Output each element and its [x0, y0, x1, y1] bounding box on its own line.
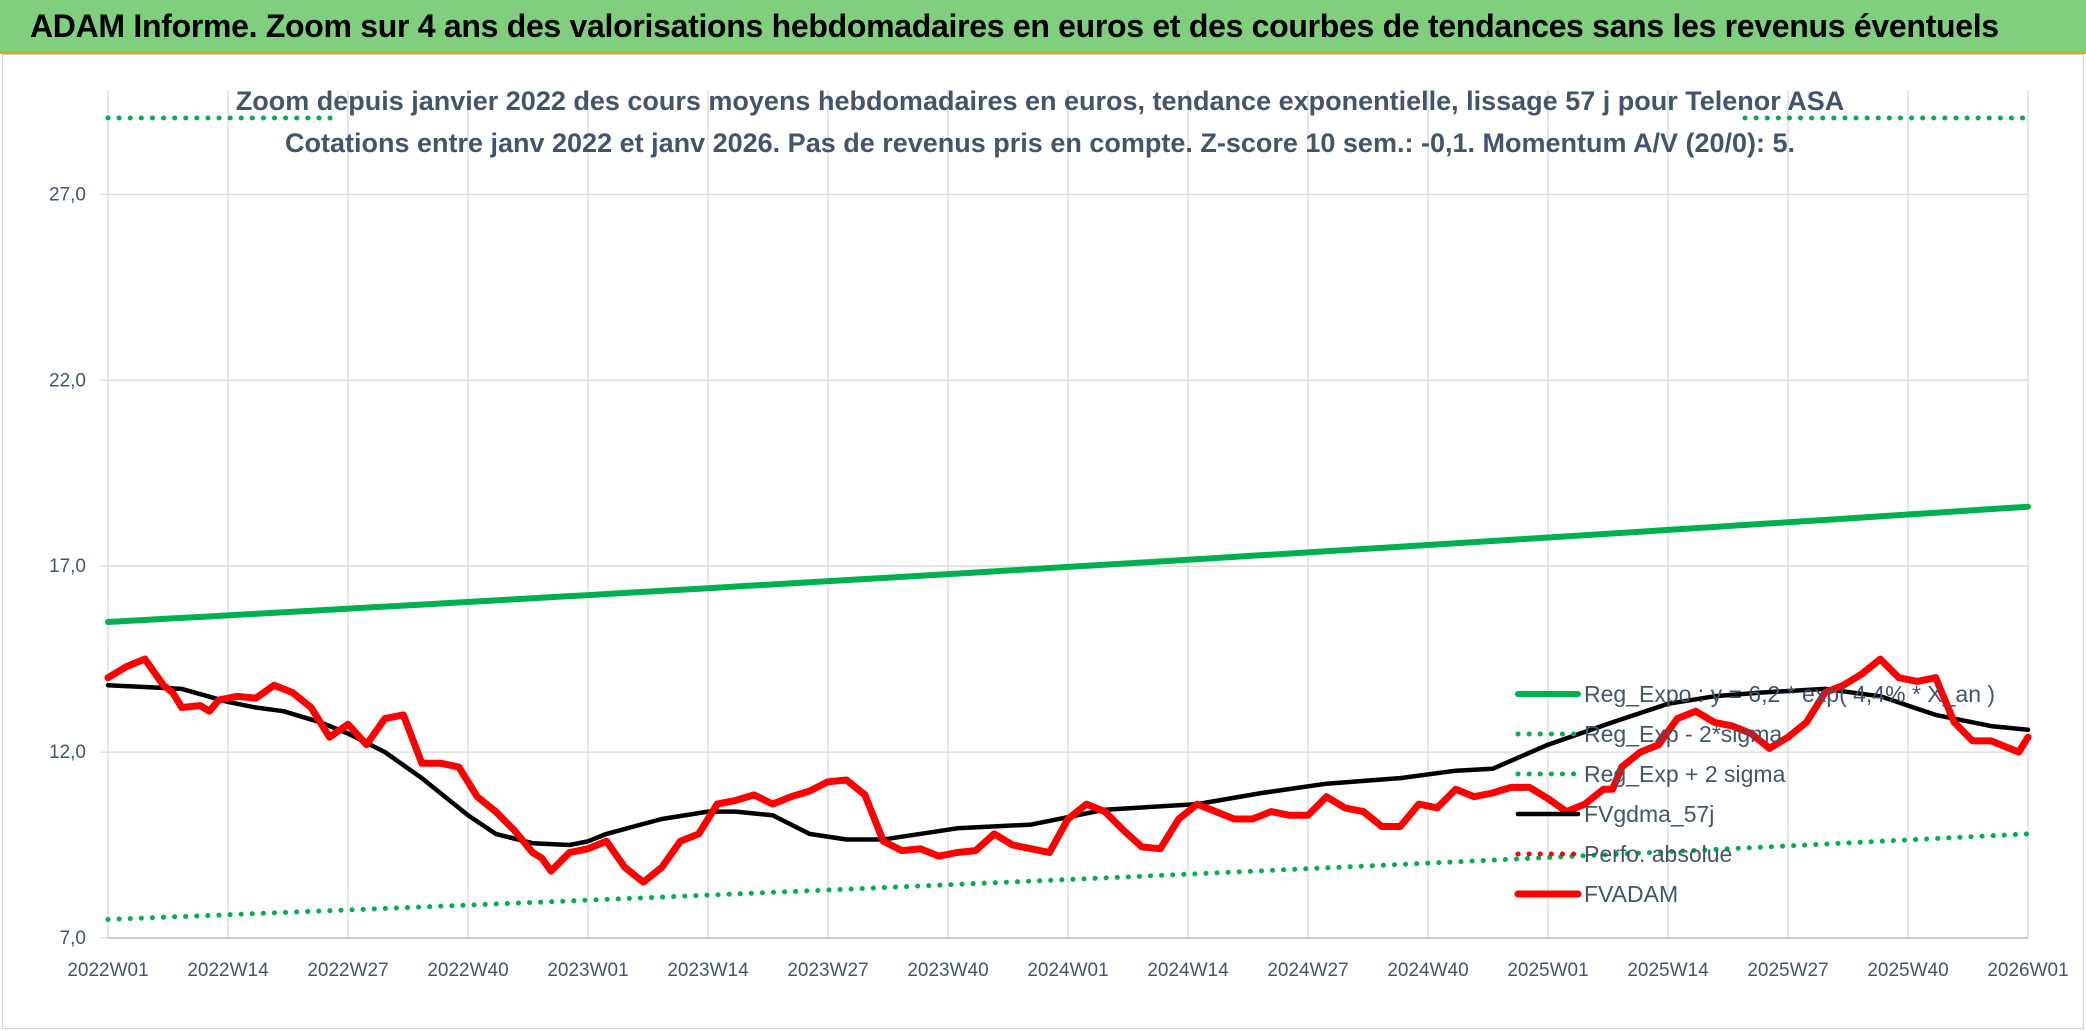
chart-frame	[2, 54, 2084, 1029]
legend-label: Reg_Expo : y = 6,2 * exp( 4,4% * X_an )	[1584, 681, 1995, 707]
series-line-fvadam	[104, 655, 2032, 886]
legend-label: FVgdma_57j	[1584, 801, 1714, 827]
legend-label: FVADAM	[1584, 881, 1678, 907]
x-tick-label: 2025W27	[1747, 960, 1828, 981]
chart-series	[104, 115, 2032, 922]
chart-axes: 2022W01 2022W14 2022W27 2022W40 2023W01 2023W…	[49, 184, 2069, 981]
x-tick-label: 2023W14	[667, 960, 749, 981]
y-tick-label: 12,0	[49, 742, 86, 763]
legend-label: Reg_Exp + 2 sigma	[1584, 761, 1786, 787]
x-tick-label: 2023W27	[787, 960, 868, 981]
x-tick-label: 2022W01	[67, 960, 148, 981]
y-tick-label: 22,0	[49, 370, 86, 391]
x-tick-label: 2022W27	[307, 960, 388, 981]
legend-label: Perfo. absolue	[1584, 841, 1732, 867]
x-tick-label: 2024W27	[1267, 960, 1348, 981]
x-tick-label: 2023W01	[547, 960, 628, 981]
x-tick-label: 2024W14	[1147, 960, 1229, 981]
y-tick-label: 27,0	[49, 184, 86, 205]
x-tick-label: 2023W40	[907, 960, 988, 981]
x-tick-label: 2025W14	[1627, 960, 1709, 981]
y-tick-label: 7,0	[60, 928, 86, 949]
y-tick-label: 17,0	[49, 556, 86, 577]
chart-grid	[100, 90, 2029, 939]
report-title: ADAM Informe. Zoom sur 4 ans des valoris…	[30, 8, 1999, 44]
x-tick-label: 2024W40	[1387, 960, 1468, 981]
series-line-reg_exp	[105, 831, 2031, 922]
series-line-reg_expo	[105, 503, 2031, 625]
x-tick-label: 2025W40	[1867, 960, 1948, 981]
chart-title-line2: Cotations entre janv 2022 et janv 2026. …	[285, 128, 1795, 158]
x-tick-label: 2026W01	[1987, 960, 2068, 981]
x-tick-label: 2022W40	[427, 960, 508, 981]
x-tick-label: 2025W01	[1507, 960, 1588, 981]
x-tick-label: 2022W14	[187, 960, 269, 981]
series-line-fvgdma_57j	[105, 682, 2031, 848]
legend-label: Reg_Exp - 2*sigma	[1584, 721, 1782, 747]
chart-legend: Reg_Expo : y = 6,2 * exp( 4,4% * X_an ) R…	[1514, 681, 1995, 907]
report-banner: ADAM Informe. Zoom sur 4 ans des valoris…	[0, 0, 2086, 54]
x-tick-label: 2024W01	[1027, 960, 1108, 981]
chart-title-line1: Zoom depuis janvier 2022 des cours moyen…	[236, 86, 1845, 116]
